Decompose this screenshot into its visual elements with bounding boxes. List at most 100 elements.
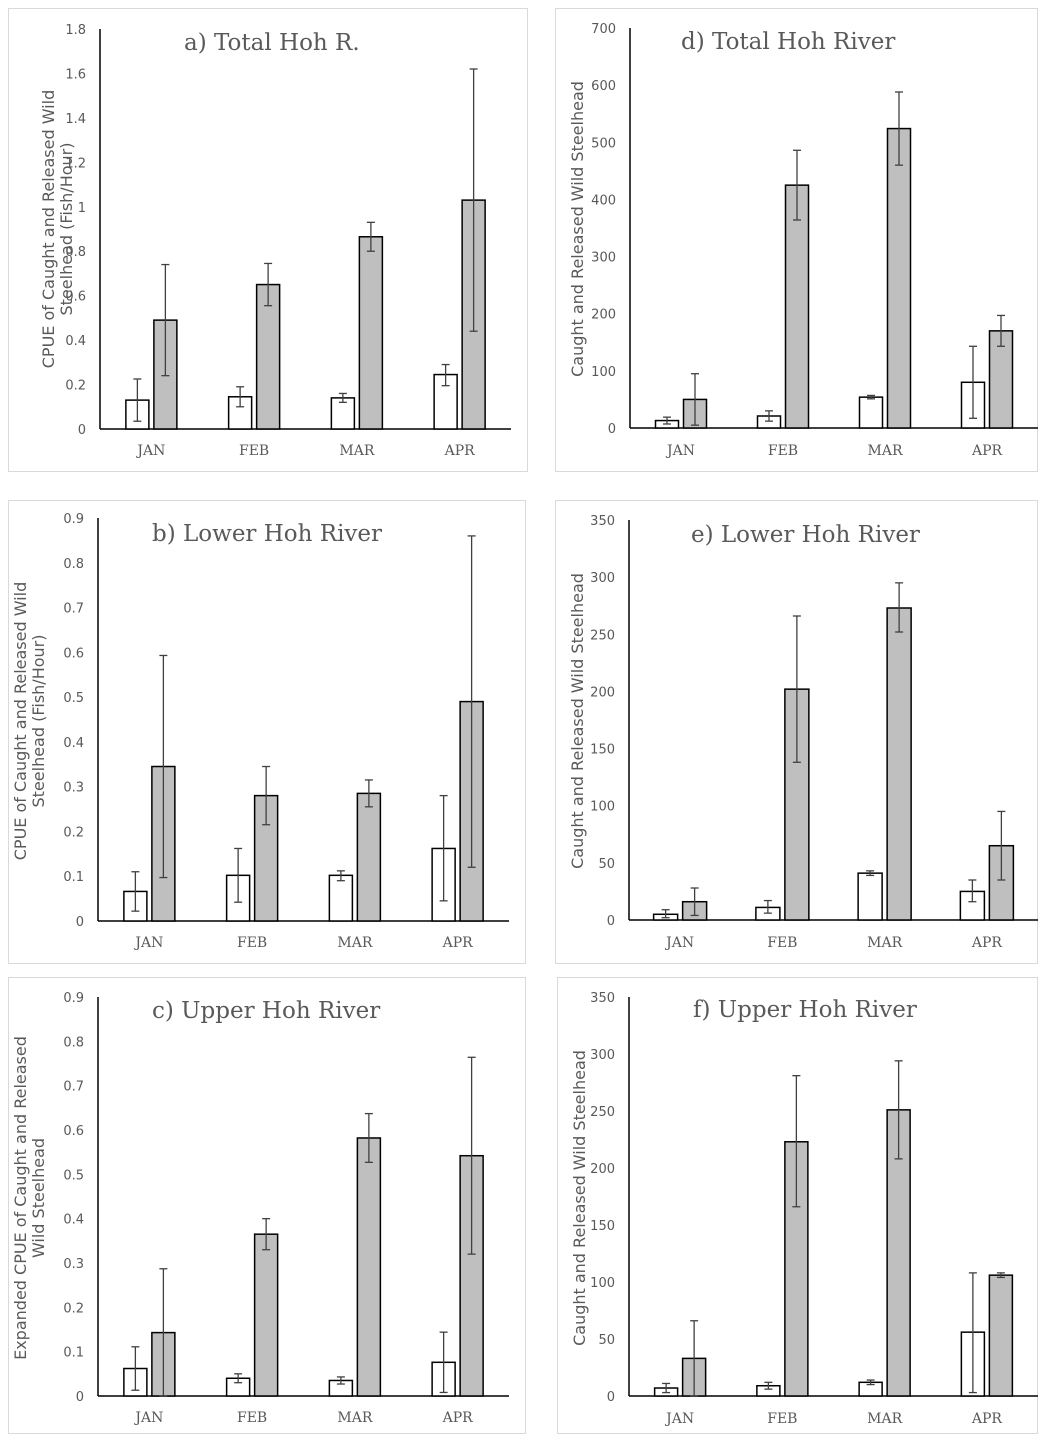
y-tick-label: 200 <box>591 308 616 323</box>
y-axis-label: Caught and Released Wild Steelhead <box>568 573 587 869</box>
bar <box>858 396 884 429</box>
x-tick-label: FEB <box>237 935 267 951</box>
y-tick-label: 0.8 <box>65 245 86 260</box>
y-tick-label: 0.6 <box>63 646 84 661</box>
y-axis-label: CPUE of Caught and Released Wild Steelhea… <box>39 90 76 368</box>
y-tick-label: 0.7 <box>63 1080 84 1095</box>
y-tick-label: 700 <box>591 22 616 37</box>
chart-title: d) Total Hoh River <box>681 29 895 55</box>
y-tick-label: 0 <box>78 423 86 438</box>
y-tick-label: 0.4 <box>65 334 86 349</box>
panel-a-total-hoh: 0 0.2 0.4 0.6 0.8 1 1.2 1.4 1.6 1.8 JAN FEB MAR APR a)… <box>8 8 528 472</box>
chart-title: a) Total Hoh R. <box>184 30 360 56</box>
y-tick-label: 500 <box>591 136 616 151</box>
chart-title: f) Upper Hoh River <box>693 997 917 1023</box>
x-tick-label: APR <box>442 1410 474 1426</box>
y-tick-label: 0.5 <box>63 1168 84 1183</box>
x-tick-label: MAR <box>337 1410 372 1426</box>
x-tick-label: JAN <box>133 1410 163 1426</box>
y-tick-label: 200 <box>590 685 615 700</box>
y-tick-label: 0 <box>76 1390 84 1405</box>
y-tick-label: 0.2 <box>63 825 84 840</box>
bar <box>358 236 384 430</box>
panel-c-upper-hoh: 0 0.1 0.2 0.3 0.4 0.5 0.6 0.7 0.8 0.9 JAN FEB MAR APR… <box>8 977 526 1434</box>
y-tick-label: 0 <box>607 914 615 929</box>
y-tick-label: 100 <box>590 800 615 815</box>
x-tick-label: FEB <box>768 443 798 459</box>
y-axis-label: Expanded CPUE of Caught and Released Wild… <box>11 1036 48 1360</box>
y-tick-label: 1.8 <box>65 23 86 38</box>
y-tick-label: 0.3 <box>63 781 84 796</box>
x-tick-label: MAR <box>867 1411 902 1427</box>
bar <box>857 872 883 921</box>
y-tick-label: 0 <box>608 422 616 437</box>
y-axis-label-line: CPUE of Caught and Released Wild <box>39 90 58 368</box>
y-tick-label: 0.8 <box>63 557 84 572</box>
y-axis-label: Caught and Released Wild Steelhead <box>568 81 587 377</box>
y-axis-label-line: CPUE of Caught and Released Wild <box>11 582 30 860</box>
y-tick-label: 200 <box>590 1162 615 1177</box>
y-tick-label: 250 <box>590 1105 615 1120</box>
bar <box>886 607 912 921</box>
x-tick-label: MAR <box>867 935 902 951</box>
y-axis-label-line: Steelhead (Fish/Hour) <box>57 143 76 316</box>
y-axis-label: Caught and Released Wild Steelhead <box>570 1050 589 1346</box>
y-tick-label: 0.1 <box>63 870 84 885</box>
y-axis-label-line: Caught and Released Wild Steelhead <box>570 1050 589 1346</box>
bar <box>356 1137 382 1397</box>
y-tick-label: 0 <box>607 1390 615 1405</box>
x-tick-label: JAN <box>135 443 165 459</box>
y-tick-label: 50 <box>598 1333 615 1348</box>
y-axis-label-line: Steelhead (Fish/Hour) <box>29 635 48 808</box>
y-tick-label: 1.4 <box>65 112 86 127</box>
y-tick-label: 0.2 <box>65 379 86 394</box>
y-tick-label: 0.6 <box>63 1124 84 1139</box>
x-tick-label: APR <box>971 1411 1003 1427</box>
x-tick-label: APR <box>442 935 474 951</box>
y-tick-label: 100 <box>591 365 616 380</box>
x-tick-label: MAR <box>868 443 903 459</box>
chart-c: 0 0.1 0.2 0.3 0.4 0.5 0.6 0.7 0.8 0.9 JAN FEB MAR APR… <box>11 991 509 1426</box>
y-axis-label-line: Caught and Released Wild Steelhead <box>568 573 587 869</box>
y-tick-label: 250 <box>590 628 615 643</box>
chart-e: 0 50 100 150 200 250 300 350 JAN FEB MAR APR e) Lowe… <box>568 514 1038 951</box>
x-tick-label: JAN <box>664 1411 694 1427</box>
y-tick-label: 300 <box>590 571 615 586</box>
y-tick-label: 300 <box>591 251 616 266</box>
y-tick-label: 400 <box>591 193 616 208</box>
x-tick-label: FEB <box>237 1410 267 1426</box>
x-tick-label: MAR <box>339 443 374 459</box>
chart-title: b) Lower Hoh River <box>152 521 382 547</box>
chart-title: c) Upper Hoh River <box>152 998 380 1024</box>
y-axis-label-line: Wild Steelhead <box>29 1138 48 1258</box>
chart-b: 0 0.1 0.2 0.3 0.4 0.5 0.6 0.7 0.8 0.9 JAN FEB MAR APR… <box>11 512 509 951</box>
x-tick-label: FEB <box>767 935 797 951</box>
bar <box>356 792 382 922</box>
y-tick-label: 0.7 <box>63 602 84 617</box>
panel-f-upper-hoh: 0 50 100 150 200 250 300 350 JAN FEB MAR APR f) Uppe… <box>557 977 1038 1434</box>
y-tick-label: 100 <box>590 1276 615 1291</box>
y-axis-label-line: Caught and Released Wild Steelhead <box>568 81 587 377</box>
panel-d-total-hoh: 0 100 200 300 400 500 600 700 JAN FEB MAR APR d) Tot… <box>555 8 1038 472</box>
bar <box>253 1233 279 1397</box>
x-tick-label: FEB <box>767 1411 797 1427</box>
bar <box>988 1274 1014 1397</box>
y-tick-label: 0.9 <box>63 512 84 527</box>
y-tick-label: 0.3 <box>63 1257 84 1272</box>
x-tick-label: FEB <box>239 443 269 459</box>
y-tick-label: 1 <box>78 201 86 216</box>
x-tick-label: MAR <box>337 935 372 951</box>
y-tick-label: 1.2 <box>65 156 86 171</box>
x-tick-label: JAN <box>665 443 695 459</box>
panel-e-lower-hoh: 0 50 100 150 200 250 300 350 JAN FEB MAR APR e) Lowe… <box>555 500 1038 964</box>
x-tick-label: APR <box>971 443 1003 459</box>
y-tick-label: 300 <box>590 1048 615 1063</box>
chart-d: 0 100 200 300 400 500 600 700 JAN FEB MAR APR d) Tot… <box>568 22 1038 459</box>
x-tick-label: JAN <box>664 935 694 951</box>
bar <box>784 184 810 429</box>
x-tick-label: APR <box>444 443 476 459</box>
y-tick-label: 0.9 <box>63 991 84 1006</box>
y-tick-label: 0.8 <box>63 1035 84 1050</box>
bar <box>328 874 354 922</box>
